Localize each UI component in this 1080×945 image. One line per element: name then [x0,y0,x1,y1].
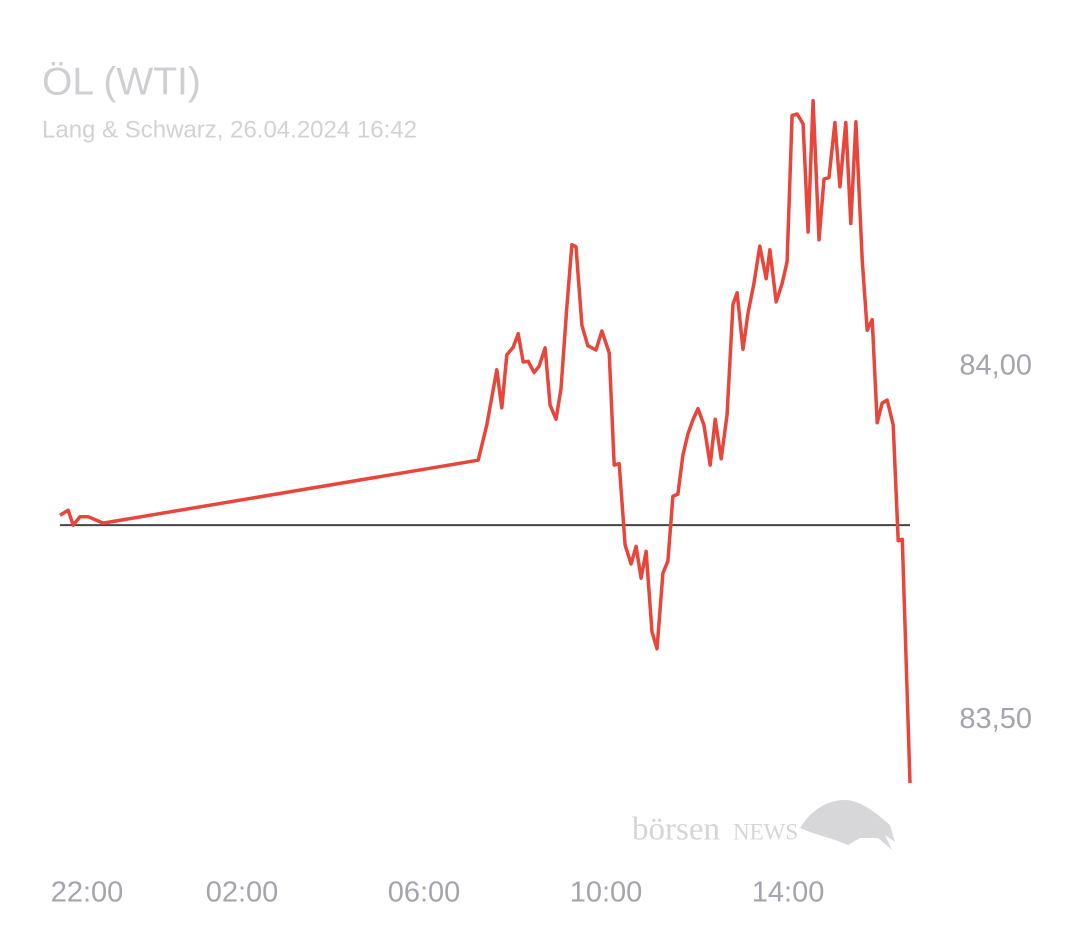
watermark-brand: börsen [632,812,720,848]
chart-title: ÖL (WTI) [42,60,201,103]
chart-subtitle: Lang & Schwarz, 26.04.2024 16:42 [42,116,417,143]
x-tick-label: 22:00 [51,877,124,909]
bull-icon [800,800,895,850]
watermark-suffix: NEWS [733,819,798,844]
y-tick-label: 83,50 [959,703,1032,735]
x-tick-label: 14:00 [752,877,825,909]
x-tick-label: 02:00 [206,877,279,909]
x-tick-label: 06:00 [388,877,461,909]
x-tick-label: 10:00 [570,877,643,909]
watermark: börsen NEWS [632,800,895,850]
price-line [59,98,912,784]
y-tick-label: 84,00 [959,350,1032,382]
